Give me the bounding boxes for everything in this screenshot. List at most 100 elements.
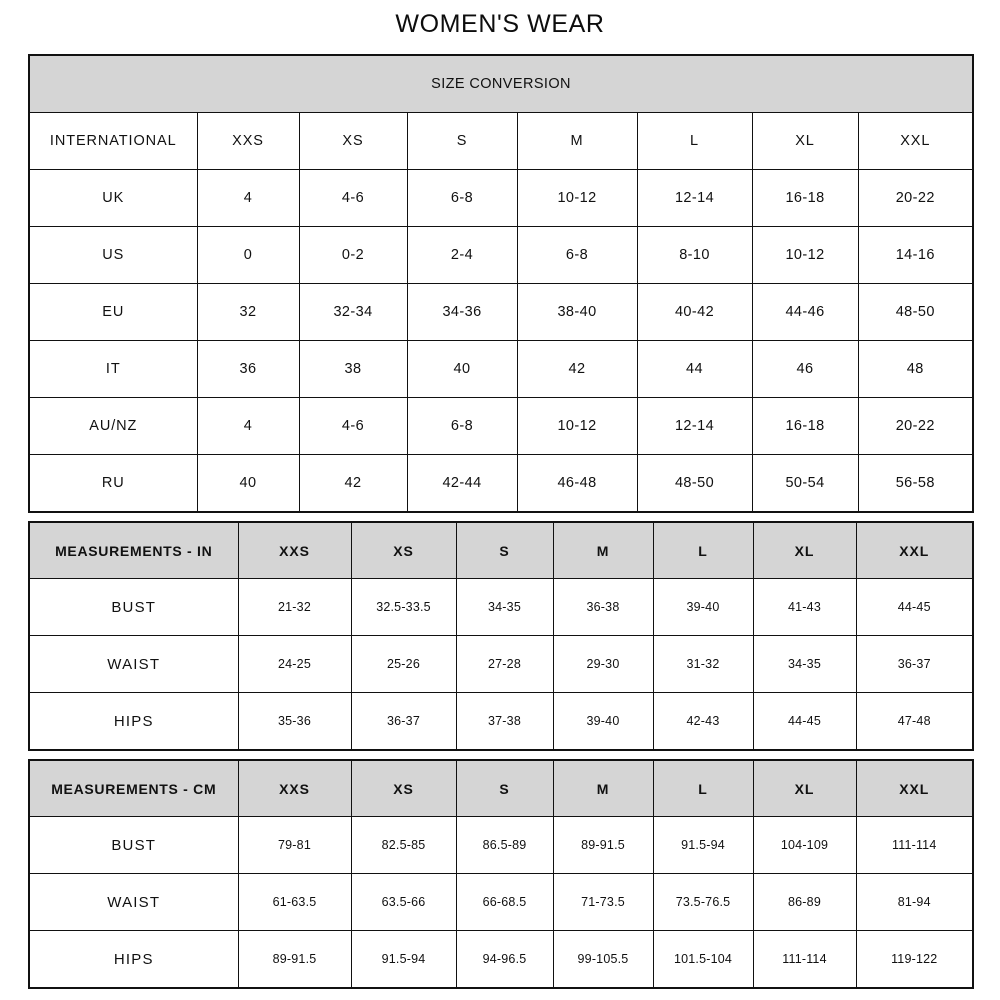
cell: 46-48: [516, 454, 638, 513]
column-header-l: L: [636, 112, 753, 170]
cell: 4-6: [298, 169, 408, 227]
cell: 66-68.5: [455, 873, 554, 931]
cell: 39-40: [552, 692, 654, 751]
column-header-measurements-cm: MEASUREMENTS - CM: [28, 759, 239, 817]
row-label-ru: RU: [28, 454, 198, 513]
cell: 40: [196, 454, 300, 513]
cell: 0: [196, 226, 300, 284]
row-label-waist-cm: WAIST: [28, 873, 239, 931]
column-header-xl: XL: [752, 759, 857, 817]
cell: 40: [406, 340, 518, 398]
table-row: BUST 79-81 82.5-85 86.5-89 89-91.5 91.5-…: [28, 816, 974, 874]
cell: 36: [196, 340, 300, 398]
cell: 25-26: [350, 635, 457, 693]
cell: 111-114: [855, 816, 974, 874]
table-header-row: INTERNATIONAL XXS XS S M L XL XXL: [28, 112, 974, 170]
cell: 46: [751, 340, 859, 398]
cell: 10-12: [516, 397, 638, 455]
column-header-xxl: XXL: [857, 112, 974, 170]
column-header-xxl: XXL: [855, 759, 974, 817]
measurements-in-table: MEASUREMENTS - IN XXS XS S M L XL XXL BU…: [28, 521, 974, 751]
row-label-bust-cm: BUST: [28, 816, 239, 874]
row-label-it: IT: [28, 340, 198, 398]
cell: 42: [298, 454, 408, 513]
cell: 48: [857, 340, 974, 398]
cell: 104-109: [752, 816, 857, 874]
column-header-s: S: [455, 759, 554, 817]
cell: 44: [636, 340, 753, 398]
cell: 32: [196, 283, 300, 341]
cell: 20-22: [857, 397, 974, 455]
table-row: WAIST 24-25 25-26 27-28 29-30 31-32 34-3…: [28, 635, 974, 693]
table-row: EU 32 32-34 34-36 38-40 40-42 44-46 48-5…: [28, 283, 974, 341]
table-row: UK 4 4-6 6-8 10-12 12-14 16-18 20-22: [28, 169, 974, 227]
column-header-xs: XS: [298, 112, 408, 170]
cell: 81-94: [855, 873, 974, 931]
measurements-cm-table: MEASUREMENTS - CM XXS XS S M L XL XXL BU…: [28, 759, 974, 989]
cell: 14-16: [857, 226, 974, 284]
cell: 99-105.5: [552, 930, 654, 989]
row-label-eu: EU: [28, 283, 198, 341]
cell: 38-40: [516, 283, 638, 341]
row-label-hips-in: HIPS: [28, 692, 239, 751]
cell: 36-37: [350, 692, 457, 751]
cell: 6-8: [516, 226, 638, 284]
size-conversion-table: SIZE CONVERSION INTERNATIONAL XXS XS S M…: [28, 54, 974, 513]
column-header-xxl: XXL: [855, 521, 974, 579]
cell: 73.5-76.5: [652, 873, 754, 931]
cell: 44-46: [751, 283, 859, 341]
column-header-l: L: [652, 759, 754, 817]
cell: 82.5-85: [350, 816, 457, 874]
table-row: AU/NZ 4 4-6 6-8 10-12 12-14 16-18 20-22: [28, 397, 974, 455]
page-title: WOMEN'S WEAR: [395, 10, 605, 38]
column-header-xl: XL: [751, 112, 859, 170]
column-header-m: M: [552, 521, 654, 579]
cell: 24-25: [237, 635, 352, 693]
cell: 27-28: [455, 635, 554, 693]
column-header-s: S: [455, 521, 554, 579]
cell: 111-114: [752, 930, 857, 989]
cell: 0-2: [298, 226, 408, 284]
cell: 56-58: [857, 454, 974, 513]
cell: 41-43: [752, 578, 857, 636]
cell: 42-44: [406, 454, 518, 513]
cell: 34-35: [752, 635, 857, 693]
cell: 47-48: [855, 692, 974, 751]
cell: 10-12: [516, 169, 638, 227]
cell: 48-50: [636, 454, 753, 513]
column-header-xs: XS: [350, 521, 457, 579]
cell: 31-32: [652, 635, 754, 693]
cell: 38: [298, 340, 408, 398]
column-header-xl: XL: [752, 521, 857, 579]
cell: 91.5-94: [350, 930, 457, 989]
cell: 71-73.5: [552, 873, 654, 931]
row-label-us: US: [28, 226, 198, 284]
cell: 86-89: [752, 873, 857, 931]
column-header-xxs: XXS: [196, 112, 300, 170]
cell: 4: [196, 169, 300, 227]
column-header-xs: XS: [350, 759, 457, 817]
table-banner-row: SIZE CONVERSION: [28, 54, 974, 113]
cell: 50-54: [751, 454, 859, 513]
cell: 6-8: [406, 169, 518, 227]
cell: 12-14: [636, 169, 753, 227]
cell: 119-122: [855, 930, 974, 989]
table-row: WAIST 61-63.5 63.5-66 66-68.5 71-73.5 73…: [28, 873, 974, 931]
cell: 63.5-66: [350, 873, 457, 931]
cell: 48-50: [857, 283, 974, 341]
column-header-l: L: [652, 521, 754, 579]
table-header-row: MEASUREMENTS - IN XXS XS S M L XL XXL: [28, 521, 974, 579]
row-label-bust-in: BUST: [28, 578, 239, 636]
table-header-row: MEASUREMENTS - CM XXS XS S M L XL XXL: [28, 759, 974, 817]
cell: 89-91.5: [552, 816, 654, 874]
cell: 35-36: [237, 692, 352, 751]
table-row: HIPS 35-36 36-37 37-38 39-40 42-43 44-45…: [28, 692, 974, 751]
column-header-m: M: [552, 759, 654, 817]
table-row: BUST 21-32 32.5-33.5 34-35 36-38 39-40 4…: [28, 578, 974, 636]
cell: 4: [196, 397, 300, 455]
table-row: IT 36 38 40 42 44 46 48: [28, 340, 974, 398]
column-header-xxs: XXS: [237, 521, 352, 579]
cell: 34-36: [406, 283, 518, 341]
cell: 2-4: [406, 226, 518, 284]
